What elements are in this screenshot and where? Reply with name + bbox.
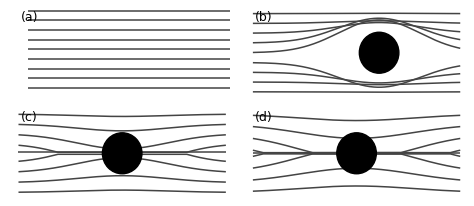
- Text: (c): (c): [21, 111, 37, 124]
- Text: (b): (b): [255, 11, 273, 24]
- Ellipse shape: [359, 32, 399, 73]
- Ellipse shape: [337, 133, 376, 174]
- Ellipse shape: [102, 133, 142, 174]
- Text: (a): (a): [21, 11, 38, 24]
- Text: (d): (d): [255, 111, 273, 124]
